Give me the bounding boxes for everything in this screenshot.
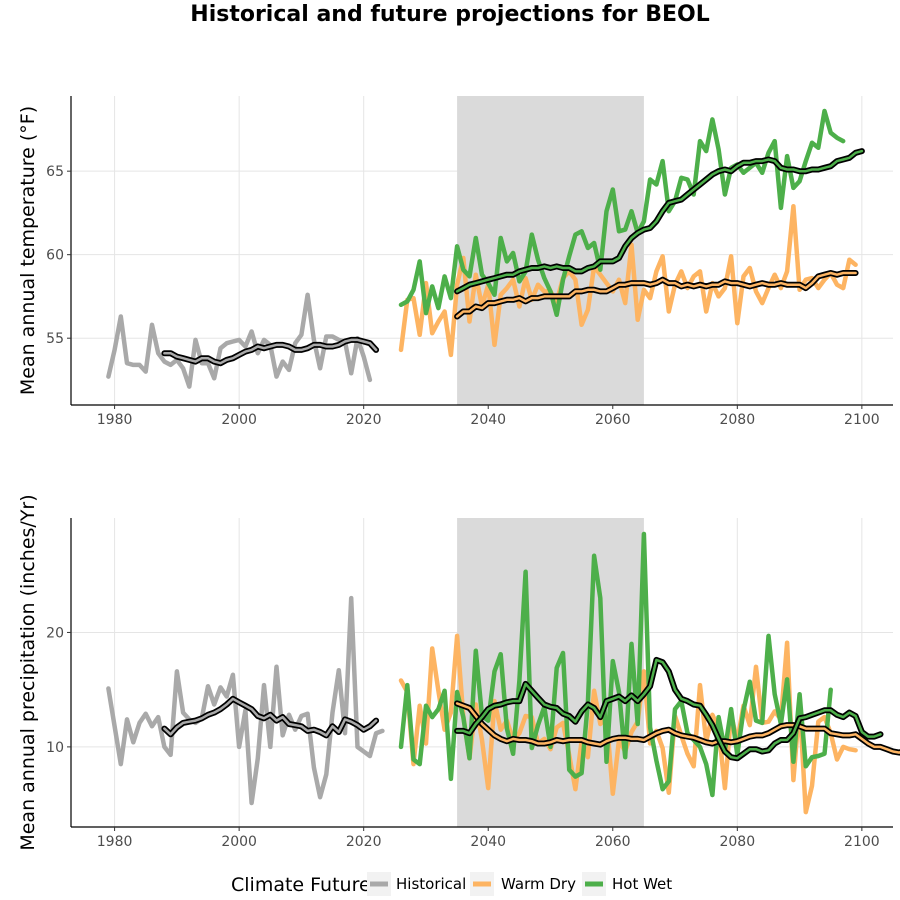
smooth-line-hot-wet xyxy=(455,658,882,760)
y-tick-label: 65 xyxy=(46,164,64,180)
x-tick-label: 1980 xyxy=(97,412,133,428)
smooth-line-historical xyxy=(163,338,378,365)
series-line-hot-wet xyxy=(398,108,846,318)
temperature-panel: 1980 2000 2020 2040 2060 2080 2100 55 60 65 Mean a… xyxy=(17,96,893,428)
x-tick-label: 2060 xyxy=(595,834,631,850)
y-axis-label: Mean annual temperature (°F) xyxy=(17,106,39,395)
x-tick-label: 2040 xyxy=(470,412,506,428)
x-tick-label: 2000 xyxy=(221,412,257,428)
x-tick-label: 2000 xyxy=(221,834,257,850)
legend-label-historical: Historical xyxy=(396,875,466,893)
series-line-hot-wet xyxy=(398,531,833,798)
x-tick-label: 1980 xyxy=(97,834,133,850)
legend-label-warm-dry: Warm Dry xyxy=(501,875,576,893)
y-tick-label: 20 xyxy=(46,625,64,641)
precipitation-panel: 1980 2000 2020 2040 2060 2080 2100 10 20 Mean ann… xyxy=(17,494,900,851)
legend-label-hot-wet: Hot Wet xyxy=(612,875,672,893)
smooth-line-historical xyxy=(163,697,378,737)
x-tick-label: 2020 xyxy=(346,412,382,428)
series-line-historical xyxy=(106,595,385,806)
shaded-period xyxy=(457,96,644,405)
x-tick-label: 2060 xyxy=(595,412,631,428)
x-tick-label: 2100 xyxy=(844,412,880,428)
x-tick-label: 2080 xyxy=(719,412,755,428)
smooth-line-warm-dry xyxy=(455,271,857,318)
y-tick-label: 10 xyxy=(46,740,64,756)
smooth-line-hot-wet xyxy=(455,149,864,293)
y-tick-label: 55 xyxy=(46,331,64,347)
x-tick-label: 2080 xyxy=(719,834,755,850)
y-axis-label: Mean annual precipitation (inches/Yr) xyxy=(17,494,39,850)
series-line-historical xyxy=(106,292,373,389)
x-tick-label: 2040 xyxy=(470,834,506,850)
smooth-line-warm-dry xyxy=(455,702,900,754)
y-tick-label: 60 xyxy=(46,248,64,264)
chart-title: Historical and future projections for BE… xyxy=(190,2,709,27)
legend: Climate Future Historical Warm Dry Hot Wet xyxy=(231,872,672,896)
x-tick-label: 2020 xyxy=(346,834,382,850)
legend-title: Climate Future xyxy=(231,874,371,896)
x-tick-label: 2100 xyxy=(844,834,880,850)
